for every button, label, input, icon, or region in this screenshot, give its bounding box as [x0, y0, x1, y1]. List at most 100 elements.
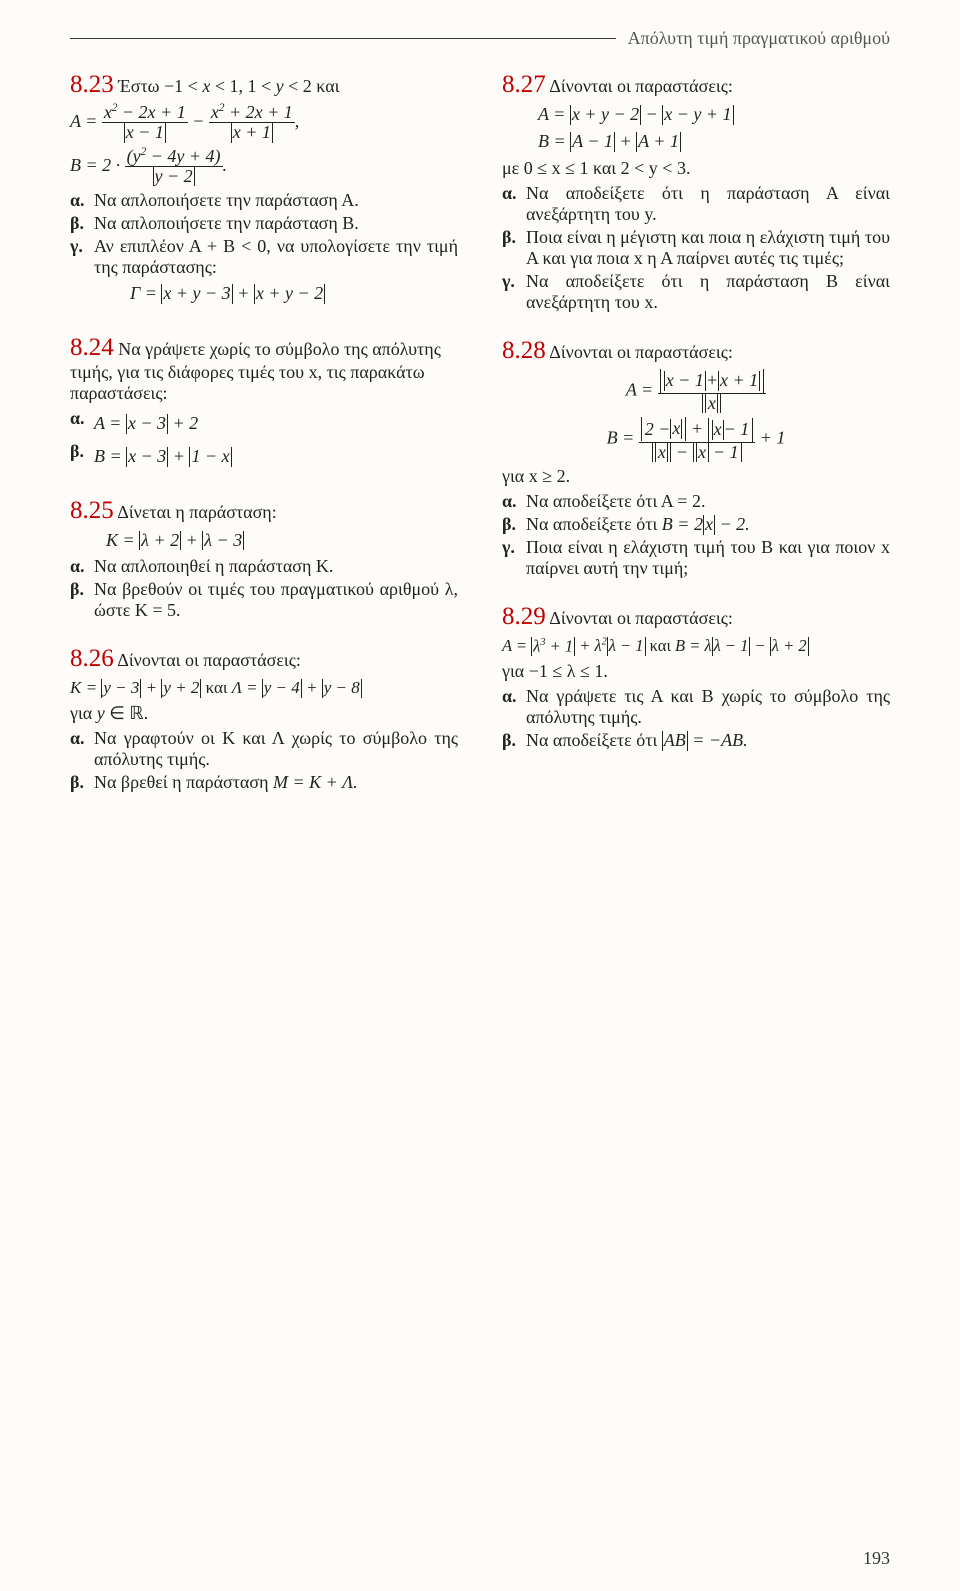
- part-label: β.: [70, 579, 94, 621]
- page-number: 193: [863, 1548, 890, 1569]
- left-column: 8.23 Έστω −1 < x < 1, 1 < y < 2 και A = …: [70, 71, 458, 817]
- math: B = x − 3 + 1 − x: [94, 445, 458, 468]
- part-label: α.: [70, 556, 94, 577]
- part-text: Να αποδείξετε ότι B = 2x − 2.: [526, 514, 890, 535]
- exercise-lead: Έστω −1 < x < 1, 1 < y < 2 και: [118, 76, 339, 96]
- part-b: β. Να βρεθούν οι τιμές του πραγματικού α…: [70, 579, 458, 621]
- part-label: β.: [70, 441, 94, 472]
- part-b: β. Να αποδείξετε ότι AB = −AB.: [502, 730, 890, 751]
- text: Να βρεθεί η παράσταση: [94, 772, 273, 792]
- math-AB: A = λ3 + 1 + λ2λ − 1 και B = λλ − 1 − λ …: [502, 635, 890, 656]
- part-text: Ποια είναι η μέγιστη και ποια η ελάχιστη…: [526, 227, 890, 269]
- exercise-lead: Δίνονται οι παραστάσεις:: [549, 76, 733, 96]
- part-a: α. Να αποδείξετε ότι Α = 2.: [502, 491, 890, 512]
- math: A = x − 3 + 2: [94, 412, 458, 435]
- part-c: γ. Αν επιπλέον Α + Β < 0, να υπολογίσετε…: [70, 236, 458, 309]
- text: < 2 και: [284, 76, 340, 96]
- exercise-8-29: 8.29 Δίνονται οι παραστάσεις: A = λ3 + 1…: [502, 603, 890, 750]
- exercise-number: 8.25: [70, 497, 114, 524]
- part-text: Να απλοποιήσετε την παράσταση Α.: [94, 190, 458, 211]
- part-label: β.: [502, 227, 526, 269]
- cond: με 0 ≤ x ≤ 1 και 2 < y < 3.: [502, 158, 890, 179]
- exercise-lead: Δίνονται οι παραστάσεις:: [117, 650, 301, 670]
- part-text: Να βρεθούν οι τιμές του πραγματικού αριθ…: [94, 579, 458, 621]
- header-rule: [70, 38, 616, 39]
- part-label: β.: [502, 514, 526, 535]
- exercise-number: 8.24: [70, 334, 114, 361]
- exercise-8-27: 8.27 Δίνονται οι παραστάσεις: A = x + y …: [502, 71, 890, 313]
- text: Να αποδείξετε ότι: [526, 514, 662, 534]
- part-a: α. A = x − 3 + 2: [70, 408, 458, 439]
- part-text: Να απλοποιηθεί η παράσταση Κ.: [94, 556, 458, 577]
- text: και: [646, 636, 676, 655]
- part-label: α.: [70, 408, 94, 439]
- exercise-number: 8.29: [502, 603, 546, 630]
- part-c: γ. Να αποδείξετε ότι η παράσταση Β είναι…: [502, 271, 890, 313]
- math: M = K + Λ.: [273, 772, 358, 792]
- part-text: Αν επιπλέον Α + Β < 0, να υπολογίσετε τη…: [94, 236, 458, 309]
- part-text: Να βρεθεί η παράσταση M = K + Λ.: [94, 772, 458, 793]
- content-columns: 8.23 Έστω −1 < x < 1, 1 < y < 2 και A = …: [70, 71, 890, 817]
- part-label: γ.: [70, 236, 94, 309]
- part-b: β. Ποια είναι η μέγιστη και ποια η ελάχι…: [502, 227, 890, 269]
- part-a: α. Να αποδείξετε ότι η παράσταση Α είναι…: [502, 183, 890, 225]
- math-KL: K = y − 3 + y + 2 και Λ = y − 4 + y − 8: [70, 677, 458, 699]
- part-label: β.: [70, 213, 94, 234]
- part-text: Να απλοποιήσετε την παράσταση Β.: [94, 213, 458, 234]
- exercise-8-23: 8.23 Έστω −1 < x < 1, 1 < y < 2 και A = …: [70, 71, 458, 310]
- exercise-number: 8.23: [70, 71, 114, 98]
- part-label: γ.: [502, 271, 526, 313]
- part-a: α. Να απλοποιηθεί η παράσταση Κ.: [70, 556, 458, 577]
- text: Αν επιπλέον: [94, 236, 189, 256]
- math-A: A = x − 1 + x + 1 x: [502, 369, 890, 414]
- exercise-8-26: 8.26 Δίνονται οι παραστάσεις: K = y − 3 …: [70, 645, 458, 793]
- exercise-lead: Δίνονται οι παραστάσεις:: [549, 342, 733, 362]
- part-a: α. Να γραφτούν οι Κ και Λ χωρίς το σύμβο…: [70, 728, 458, 770]
- right-column: 8.27 Δίνονται οι παραστάσεις: A = x + y …: [502, 71, 890, 817]
- for-line: για −1 ≤ λ ≤ 1.: [502, 661, 890, 682]
- part-text: Να αποδείξετε ότι AB = −AB.: [526, 730, 890, 751]
- part-label: α.: [70, 728, 94, 770]
- part-text: Να αποδείξετε ότι Α = 2.: [526, 491, 890, 512]
- math-B: B = 2 − x + x − 1 x − x − 1 + 1: [502, 417, 890, 462]
- part-label: β.: [70, 772, 94, 793]
- page-header: Απόλυτη τιμή πραγματικού αριθμού: [70, 28, 890, 49]
- part-b: β. B = x − 3 + 1 − x: [70, 441, 458, 472]
- header-title: Απόλυτη τιμή πραγματικού αριθμού: [628, 28, 890, 49]
- math-K: K = λ + 2 + λ − 3: [70, 529, 458, 552]
- exercise-lead: Δίνεται η παράσταση:: [117, 502, 276, 522]
- part-text: Να αποδείξετε ότι η παράσταση Α είναι αν…: [526, 183, 890, 225]
- part-text: Να γράψετε τις Α και Β χωρίς το σύμβολο …: [526, 686, 890, 728]
- text: για: [70, 703, 97, 723]
- part-label: β.: [502, 730, 526, 751]
- part-b: β. Να απλοποιήσετε την παράσταση Β.: [70, 213, 458, 234]
- text: < 1, 1 <: [210, 76, 275, 96]
- part-text: Να γραφτούν οι Κ και Λ χωρίς το σύμβολο …: [94, 728, 458, 770]
- part-text: Ποια είναι η ελάχιστη τιμή του Β και για…: [526, 537, 890, 579]
- text: και: [201, 678, 231, 697]
- exercise-number: 8.26: [70, 645, 114, 672]
- exercise-number: 8.28: [502, 337, 546, 364]
- math-B: B = A − 1 + A + 1: [502, 130, 890, 153]
- exercise-8-28: 8.28 Δίνονται οι παραστάσεις: A = x − 1 …: [502, 337, 890, 580]
- math-A: A = x + y − 2 − x − y + 1: [502, 103, 890, 126]
- part-label: α.: [502, 686, 526, 728]
- exercise-lead: Δίνονται οι παραστάσεις:: [549, 608, 733, 628]
- exercise-text: Να γράψετε χωρίς το σύμβολο της απόλυτης…: [70, 339, 441, 403]
- text: Έστω −1 <: [118, 76, 202, 96]
- part-label: α.: [502, 491, 526, 512]
- for-line: για x ≥ 2.: [502, 466, 890, 487]
- part-b: β. Να βρεθεί η παράσταση M = K + Λ.: [70, 772, 458, 793]
- exercise-number: 8.27: [502, 71, 546, 98]
- part-label: α.: [502, 183, 526, 225]
- part-c: γ. Ποια είναι η ελάχιστη τιμή του Β και …: [502, 537, 890, 579]
- text: Να αποδείξετε ότι: [526, 730, 662, 750]
- part-b: β. Να αποδείξετε ότι B = 2x − 2.: [502, 514, 890, 535]
- part-label: α.: [70, 190, 94, 211]
- part-a: α. Να απλοποιήσετε την παράσταση Α.: [70, 190, 458, 211]
- math-B: B = 2 · (y2 − 4y + 4) y − 2 .: [70, 147, 458, 187]
- exercise-8-24: 8.24 Να γράψετε χωρίς το σύμβολο της από…: [70, 334, 458, 473]
- part-label: γ.: [502, 537, 526, 579]
- for-line: για y ∈ ℝ.: [70, 703, 458, 724]
- part-a: α. Να γράψετε τις Α και Β χωρίς το σύμβο…: [502, 686, 890, 728]
